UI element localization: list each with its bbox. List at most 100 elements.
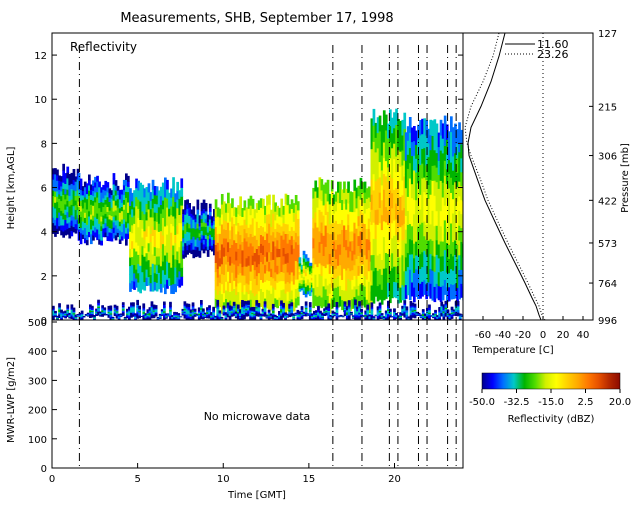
- echo-cell: [257, 254, 261, 265]
- echo-cell: [186, 222, 189, 228]
- echo-cell: [413, 228, 416, 244]
- echo-cell: [110, 236, 114, 242]
- echo-cell: [113, 309, 117, 311]
- echo-cell: [290, 302, 294, 304]
- echo-cell: [176, 242, 179, 252]
- echo-cell: [72, 311, 76, 314]
- echo-cell: [431, 285, 435, 301]
- echo-cell: [351, 288, 354, 300]
- echo-cell: [168, 254, 171, 263]
- echo-cell: [347, 203, 350, 215]
- echo-cell: [359, 209, 363, 221]
- echo-cell: [109, 309, 113, 311]
- echo-cell: [330, 287, 334, 299]
- echo-cell: [54, 207, 57, 215]
- echo-cell: [387, 315, 390, 318]
- echo-cell: [294, 269, 298, 280]
- echo-cell: [151, 189, 155, 199]
- echo-cell: [443, 204, 447, 221]
- echo-cell: [314, 294, 318, 306]
- echo-cell: [180, 187, 184, 197]
- echo-cell: [204, 226, 208, 231]
- echo-cell: [169, 312, 172, 315]
- echo-cell: [330, 244, 334, 256]
- echo-cell: [278, 240, 282, 249]
- echo-cell: [428, 305, 431, 308]
- echo-cell: [200, 313, 203, 316]
- echo-cell: [64, 183, 67, 190]
- echo-cell: [306, 275, 310, 280]
- echo-cell: [236, 314, 240, 316]
- echo-cell: [90, 218, 93, 225]
- echo-cell: [280, 313, 283, 316]
- echo-cell: [89, 312, 92, 314]
- echo-cell: [239, 215, 242, 226]
- echo-cell: [341, 199, 344, 210]
- echo-cell: [184, 204, 187, 211]
- echo-cell: [292, 257, 296, 267]
- echo-cell: [191, 314, 195, 317]
- echo-cell: [314, 211, 318, 223]
- echo-cell: [304, 303, 308, 306]
- echo-cell: [255, 275, 259, 286]
- echo-cell: [142, 313, 146, 316]
- reflectivity-y-tick-label: 8: [41, 139, 47, 150]
- echo-cell: [56, 196, 59, 203]
- echo-cell: [345, 219, 348, 230]
- echo-cell: [271, 312, 275, 315]
- echo-cell: [327, 313, 331, 316]
- echo-cell: [141, 210, 145, 221]
- echo-cell: [370, 303, 374, 306]
- echo-cell: [187, 310, 191, 313]
- echo-cell: [339, 181, 342, 193]
- echo-cell: [116, 219, 120, 225]
- echo-cell: [184, 200, 187, 206]
- echo-cell: [316, 296, 320, 307]
- echo-cell: [183, 302, 187, 305]
- echo-cell: [108, 188, 112, 194]
- echo-cell: [374, 180, 378, 196]
- echo-cell: [341, 249, 344, 260]
- echo-cell: [222, 201, 226, 212]
- echo-cell: [452, 309, 456, 311]
- echo-cell: [227, 212, 230, 223]
- echo-cell: [142, 317, 146, 320]
- echo-cell: [120, 193, 124, 199]
- echo-cell: [81, 203, 85, 209]
- echo-cell: [318, 252, 322, 264]
- echo-cell: [435, 254, 439, 270]
- echo-cell: [298, 257, 302, 261]
- echo-cell: [188, 219, 191, 225]
- echo-cell: [357, 245, 361, 256]
- echo-cell: [70, 209, 74, 216]
- echo-cell: [367, 239, 371, 251]
- time-tick-label: 0: [49, 474, 55, 485]
- echo-cell: [188, 207, 191, 212]
- echo-cell: [378, 307, 382, 310]
- echo-cell: [64, 173, 67, 179]
- echo-cell: [364, 312, 368, 314]
- echo-cell: [447, 159, 451, 175]
- echo-cell: [286, 252, 290, 263]
- echo-cell: [443, 219, 447, 236]
- echo-cell: [173, 315, 176, 317]
- echo-cell: [327, 314, 331, 317]
- echo-cell: [172, 206, 175, 217]
- echo-cell: [271, 313, 275, 316]
- echo-cell: [129, 196, 132, 206]
- echo-cell: [310, 286, 314, 290]
- echo-cell: [94, 226, 97, 233]
- echo-cell: [298, 282, 302, 287]
- echo-cell: [282, 304, 285, 306]
- echo-cell: [241, 310, 244, 313]
- echo-cell: [233, 215, 236, 224]
- echo-cell: [337, 286, 340, 298]
- echo-cell: [183, 316, 187, 319]
- echo-cell: [259, 225, 263, 235]
- echo-cell: [370, 224, 374, 241]
- echo-cell: [391, 207, 394, 224]
- echo-cell: [192, 219, 196, 224]
- echo-cell: [128, 308, 131, 311]
- echo-cell: [97, 303, 100, 306]
- echo-cell: [397, 134, 400, 151]
